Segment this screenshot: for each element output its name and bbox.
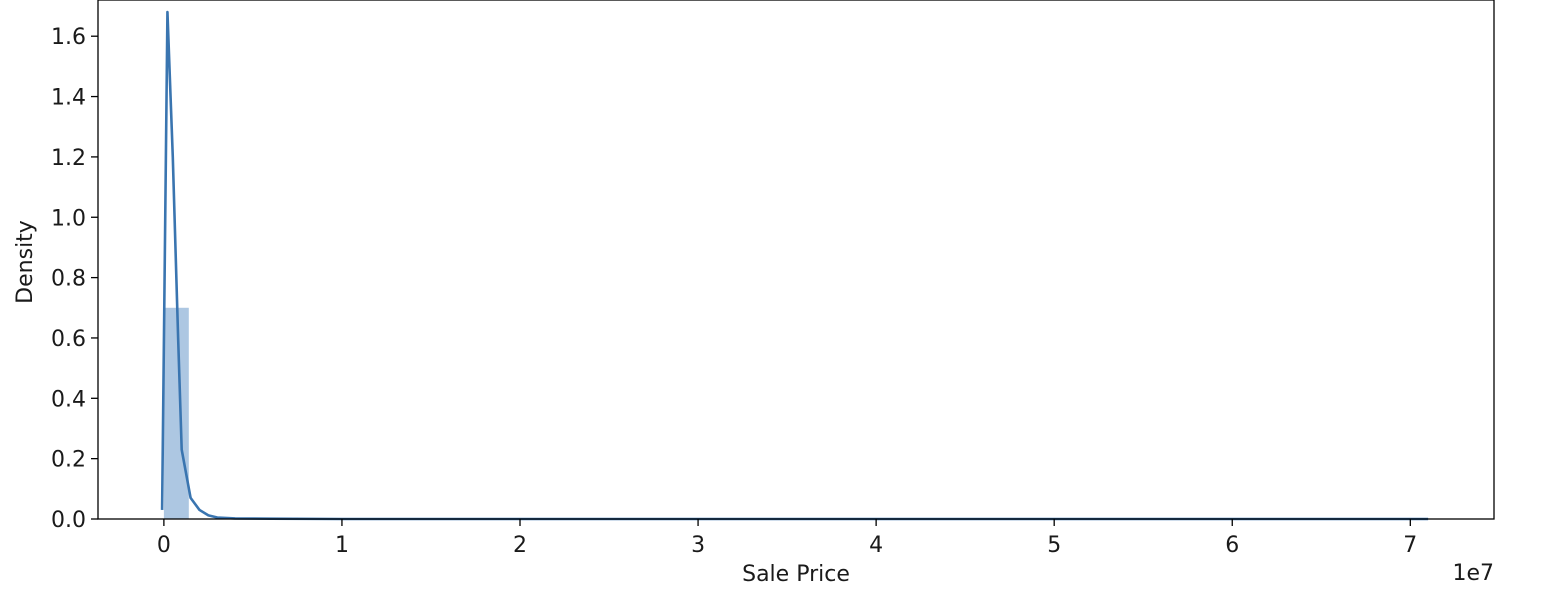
x-axis-label: Sale Price xyxy=(742,562,850,587)
y-tick-label: 0.0 xyxy=(51,508,86,533)
y-tick-label: 1.4 xyxy=(51,86,86,111)
y-axis-ticks: 0.0 0.2 0.4 0.6 0.8 1.0 1.2 1.4 1.6 xyxy=(51,25,98,533)
y-tick-label: 0.8 xyxy=(51,267,86,292)
x-offset-label: 1e7 xyxy=(1452,561,1494,586)
y-tick-label: 1.2 xyxy=(51,146,86,171)
x-tick-label: 5 xyxy=(1047,533,1061,558)
plot-marks xyxy=(160,10,1429,521)
x-tick-label: 7 xyxy=(1403,533,1417,558)
x-tick-label: 3 xyxy=(691,533,705,558)
y-axis-label: Density xyxy=(13,220,38,304)
x-tick-label: 6 xyxy=(1225,533,1239,558)
x-tick-label: 4 xyxy=(869,533,883,558)
plot-frame xyxy=(97,0,1495,520)
y-tick-label: 0.6 xyxy=(51,327,86,352)
histogram-bar xyxy=(163,307,189,519)
y-tick-label: 1.0 xyxy=(51,206,86,231)
x-tick-label: 0 xyxy=(157,533,171,558)
y-tick-label: 0.2 xyxy=(51,448,86,473)
kde-line xyxy=(160,10,1429,521)
x-tick-label: 1 xyxy=(335,533,349,558)
x-tick-label: 2 xyxy=(513,533,527,558)
y-tick-label: 1.6 xyxy=(51,25,86,50)
x-axis-ticks: 0 1 2 3 4 5 6 7 xyxy=(157,519,1417,558)
y-tick-label: 0.4 xyxy=(51,387,86,412)
